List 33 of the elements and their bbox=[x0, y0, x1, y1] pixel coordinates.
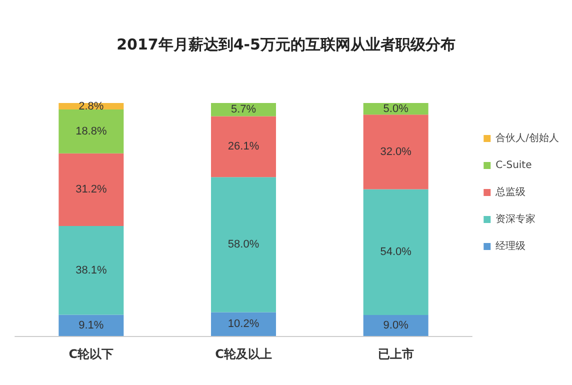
data-label: 10.2% bbox=[228, 318, 260, 330]
data-label: 54.0% bbox=[380, 246, 412, 258]
data-label: 2.8% bbox=[78, 100, 104, 112]
x-tick-label: 已上市 bbox=[378, 347, 414, 361]
bar bbox=[58, 153, 124, 226]
data-label: 26.1% bbox=[228, 140, 260, 153]
bar bbox=[363, 114, 428, 190]
bar bbox=[58, 110, 124, 154]
bar bbox=[211, 312, 276, 336]
bar bbox=[363, 315, 428, 336]
data-label: 38.1% bbox=[76, 264, 107, 276]
data-label: 58.0% bbox=[228, 238, 260, 251]
legend-label: 合伙人/创始人 bbox=[496, 132, 560, 144]
chart-title: 2017年月薪达到4-5万元的互联网从业者职级分布 bbox=[116, 36, 456, 54]
data-label: 31.2% bbox=[76, 184, 107, 196]
x-tick-label: C轮以下 bbox=[68, 347, 114, 361]
bar bbox=[211, 116, 276, 178]
data-label: 9.0% bbox=[383, 320, 409, 332]
bar bbox=[58, 226, 124, 315]
data-label: 18.8% bbox=[76, 125, 107, 138]
bar bbox=[363, 189, 428, 316]
bar bbox=[211, 103, 276, 116]
data-label: 5.0% bbox=[383, 102, 409, 115]
data-label: 32.0% bbox=[380, 146, 412, 158]
bar bbox=[211, 177, 276, 312]
bar bbox=[58, 314, 124, 336]
legend-label: 资深专家 bbox=[496, 213, 536, 225]
data-label: 9.1% bbox=[78, 319, 104, 332]
legend-label: C-Suite bbox=[496, 160, 532, 171]
x-tick-label: C轮及以上 bbox=[215, 347, 272, 361]
legend-label: 总监级 bbox=[494, 186, 526, 198]
data-label: 5.7% bbox=[230, 104, 256, 116]
legend-label: 经理级 bbox=[496, 240, 526, 252]
